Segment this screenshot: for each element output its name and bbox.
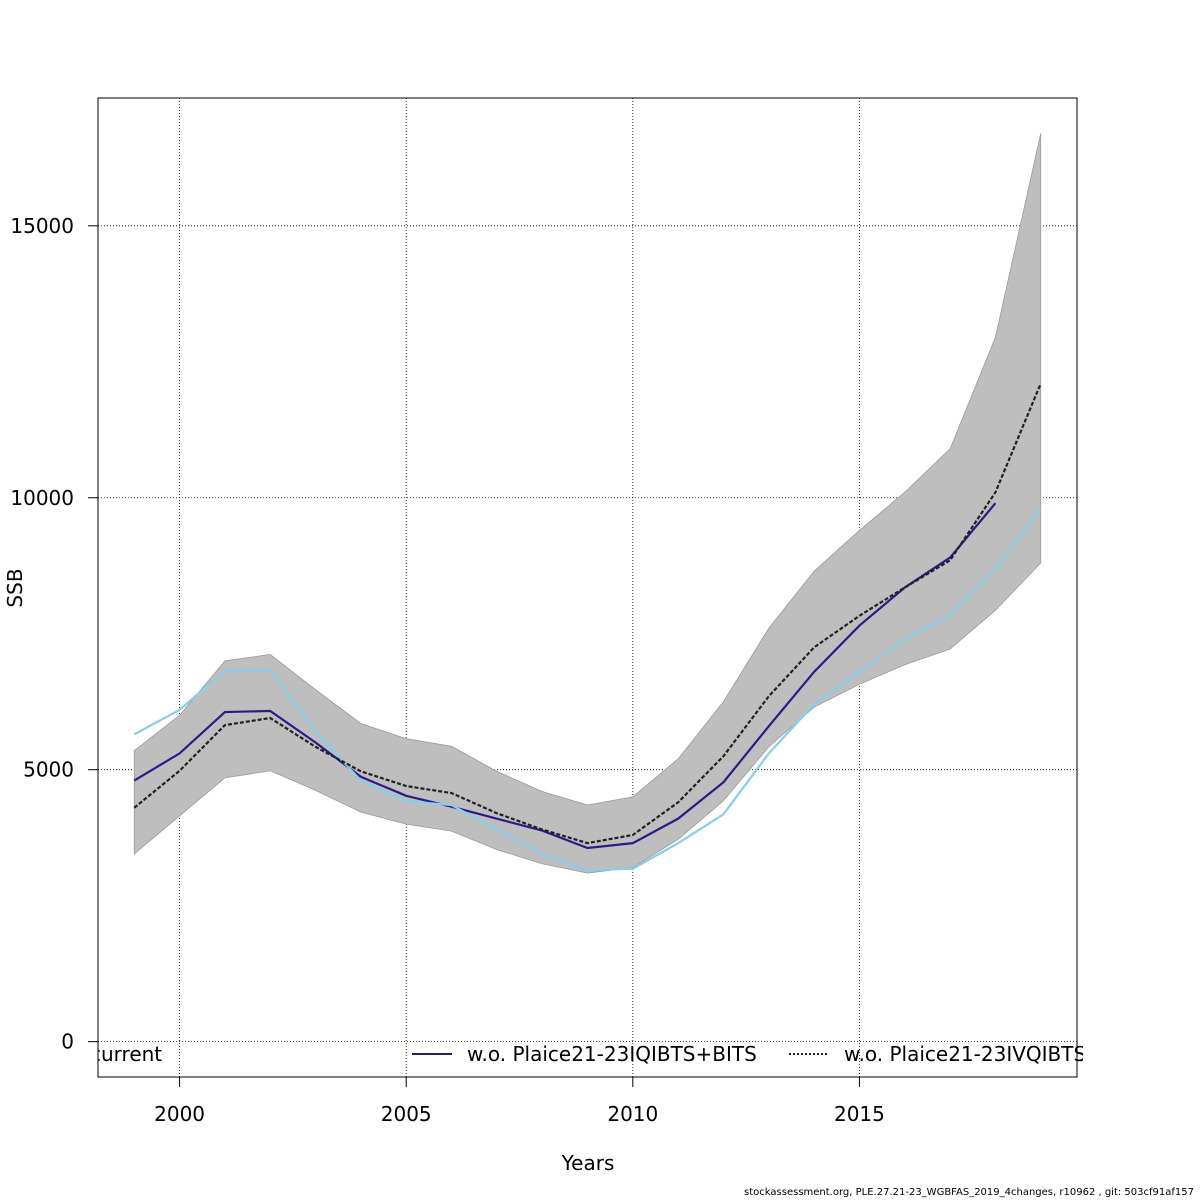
y-axis: 0 5000 10000 15000 bbox=[10, 214, 98, 1054]
y-tick-label: 5000 bbox=[23, 758, 74, 782]
x-tick-label: 2015 bbox=[834, 1102, 885, 1126]
confidence-band bbox=[133, 133, 1042, 874]
x-axis: 2000 2005 2010 2015 bbox=[154, 1077, 885, 1126]
legend-label: current bbox=[90, 1042, 162, 1066]
y-axis-label: SSB bbox=[3, 568, 27, 607]
y-tick-label: 15000 bbox=[10, 214, 74, 238]
series-lines-layer bbox=[133, 383, 1042, 872]
x-axis-label: Years bbox=[561, 1151, 615, 1175]
legend: current w.o. Plaice21-23IQIBTS+BITS w.o. P… bbox=[90, 1042, 1086, 1066]
x-tick-label: 2010 bbox=[607, 1102, 658, 1126]
plot-frame bbox=[97, 97, 1078, 1078]
series-line-current bbox=[133, 383, 1042, 845]
legend-label: w.o. Plaice21-23IQIBTS+BITS bbox=[467, 1042, 757, 1066]
series-line-w-o-plaice21-23ivqibts bbox=[133, 507, 1042, 872]
x-tick-label: 2000 bbox=[154, 1102, 205, 1126]
legend-label: w.o. Plaice21-23IVQIBTS bbox=[844, 1042, 1086, 1066]
series-line-w-o-plaice21-23iqibts-bits bbox=[133, 502, 997, 850]
y-tick-label: 0 bbox=[61, 1030, 74, 1054]
footer-credit: stockassessment.org, PLE.27.21-23_WGBFAS… bbox=[744, 1187, 1194, 1198]
y-tick-label: 10000 bbox=[10, 486, 74, 510]
confidence-band-layer bbox=[133, 133, 1042, 874]
x-tick-label: 2005 bbox=[381, 1102, 432, 1126]
